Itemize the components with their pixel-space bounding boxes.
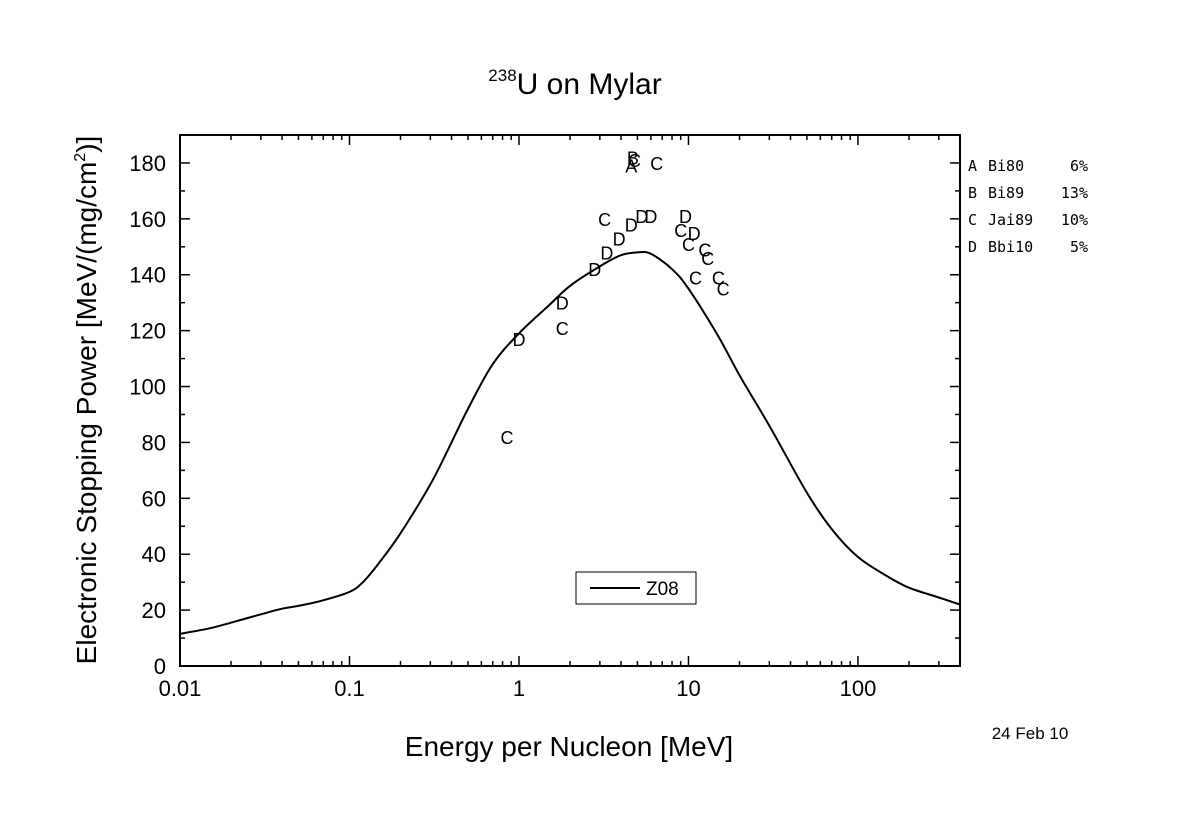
data-point-d: D — [688, 224, 701, 244]
x-tick-label: 0.01 — [159, 676, 202, 701]
key-reference: Bbi10 — [988, 238, 1033, 256]
data-point-d: D — [644, 207, 657, 227]
data-point-d: D — [600, 243, 613, 263]
data-point-d: D — [635, 207, 648, 227]
x-tick-label: 0.1 — [334, 676, 365, 701]
y-axis-label: Electronic Stopping Power [MeV/(mg/cm2)] — [71, 136, 102, 665]
data-point-c: C — [650, 154, 663, 174]
y-tick-labels: 0 20 40 60 80 100 120 140 160 180 — [129, 151, 166, 679]
date-stamp: 24 Feb 10 — [992, 724, 1069, 743]
data-point-d: D — [512, 330, 525, 350]
key-error: 10% — [1061, 211, 1088, 229]
data-point-a: A — [625, 157, 637, 177]
data-point-c: C — [556, 319, 569, 339]
data-point-c: C — [674, 221, 687, 241]
key-error: 13% — [1061, 184, 1088, 202]
key-letter: C — [968, 211, 977, 229]
key-letter: D — [968, 238, 977, 256]
title-text: U on Mylar — [517, 68, 662, 101]
data-point-c: C — [701, 249, 714, 269]
y-tick-label: 140 — [129, 263, 166, 288]
series-line-z08 — [179, 250, 961, 635]
key-error: 5% — [1070, 238, 1088, 256]
x-tick-labels: 0.01 0.1 1 10 100 — [159, 676, 877, 701]
data-point-d: D — [588, 260, 601, 280]
y-tick-label: 40 — [142, 542, 166, 567]
data-point-c: C — [717, 280, 730, 300]
data-point-d: D — [679, 207, 692, 227]
data-point-c: C — [628, 151, 641, 171]
y-axis-label-after: )] — [71, 136, 102, 153]
y-tick-label: 100 — [129, 375, 166, 400]
y-axis-label-superscript: 2 — [72, 153, 89, 162]
data-point-c: C — [501, 428, 514, 448]
key-reference: Bi89 — [988, 184, 1024, 202]
chart-title: 238U on Mylar — [488, 66, 661, 101]
x-axis-label: Energy per Nucleon [MeV] — [405, 731, 733, 762]
x-tick-label: 1 — [513, 676, 525, 701]
data-point-c: C — [598, 210, 611, 230]
data-point-b: B — [627, 148, 639, 168]
title-superscript: 238 — [488, 66, 516, 85]
y-tick-label: 0 — [154, 654, 166, 679]
y-tick-label: 160 — [129, 207, 166, 232]
data-point-c: C — [689, 269, 702, 289]
y-tick-label: 180 — [129, 151, 166, 176]
key-letter: B — [968, 184, 977, 202]
key-reference: Jai89 — [988, 211, 1033, 229]
y-tick-label: 20 — [142, 598, 166, 623]
data-point-c: C — [712, 269, 725, 289]
data-point-d: D — [625, 215, 638, 235]
plot-frame — [179, 134, 961, 667]
y-tick-label: 60 — [142, 486, 166, 511]
key-reference: Bi80 — [988, 157, 1024, 175]
data-point-c: C — [698, 241, 711, 261]
legend-label: Z08 — [646, 579, 679, 600]
legend: Z08 — [575, 571, 697, 605]
x-tick-label: 100 — [840, 676, 877, 701]
key-error: 6% — [1070, 157, 1088, 175]
letter-key: A Bi80 6% B Bi89 13% C Jai89 10% D Bbi10 5% — [968, 157, 1088, 256]
y-tick-label: 80 — [142, 430, 166, 455]
data-point-d: D — [556, 294, 569, 314]
data-point-d: D — [613, 229, 626, 249]
data-point-c: C — [682, 235, 695, 255]
x-tick-label: 10 — [676, 676, 700, 701]
y-tick-label: 120 — [129, 319, 166, 344]
key-letter: A — [968, 157, 977, 175]
y-axis-label-before: Electronic Stopping Power [MeV/(mg/cm — [71, 162, 102, 665]
axis-ticks — [179, 134, 961, 667]
